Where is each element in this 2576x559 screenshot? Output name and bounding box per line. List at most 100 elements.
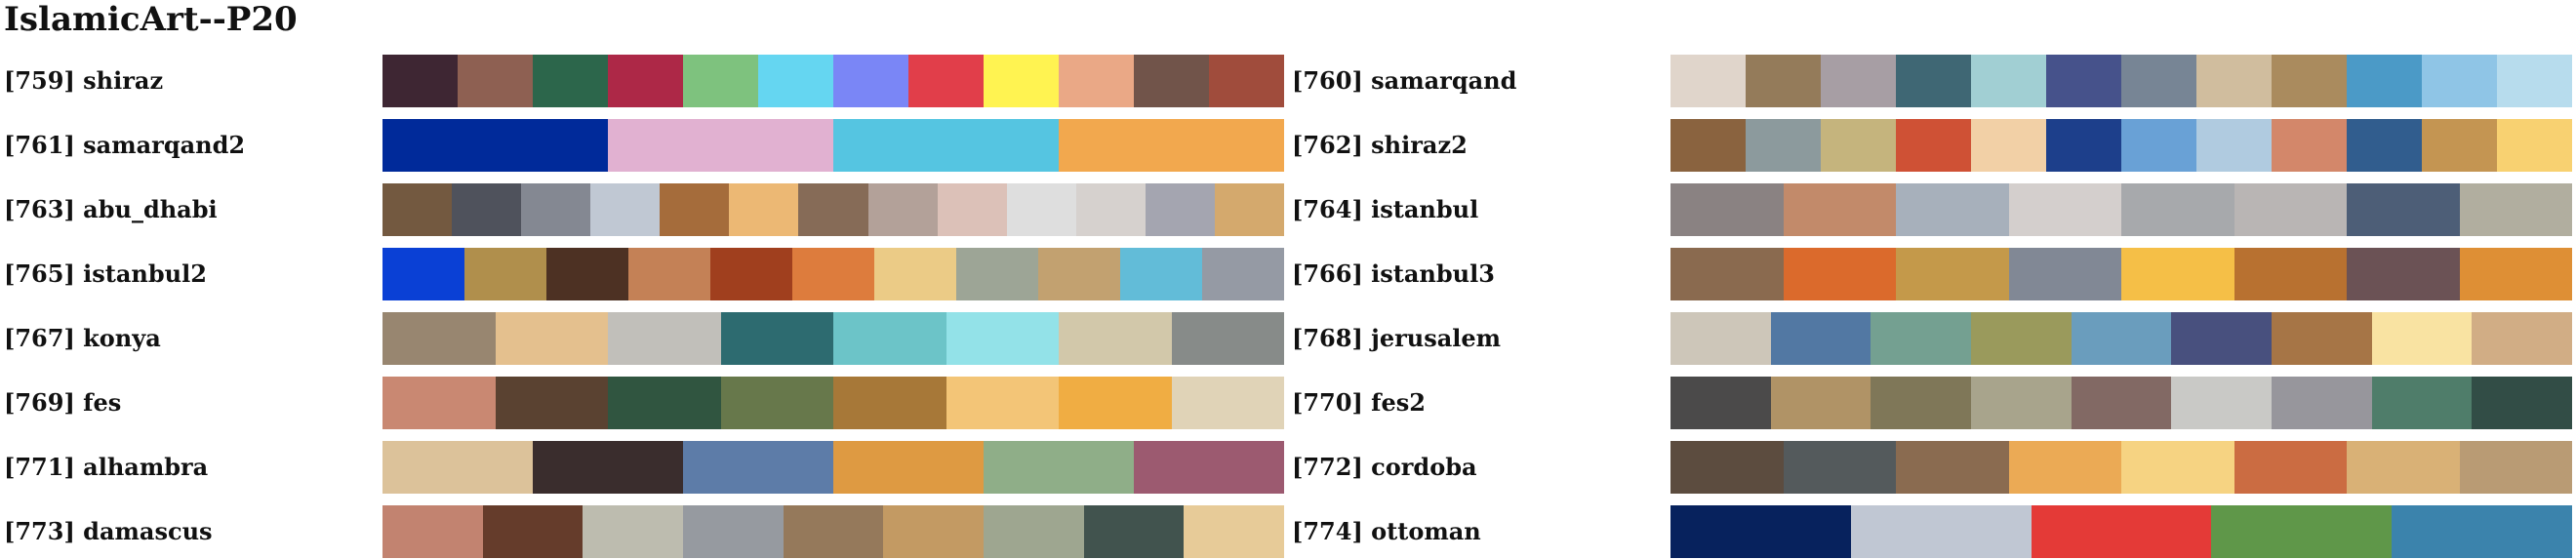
palette-label: [760] samarqand (1292, 66, 1517, 95)
color-swatch (2272, 55, 2347, 107)
color-swatch (2272, 377, 2372, 429)
color-swatch (710, 248, 792, 300)
color-swatch-bar (1670, 377, 2573, 429)
color-swatch (1075, 183, 1146, 236)
palette-row: [763] abu_dhabi (4, 183, 1285, 236)
color-swatch (2046, 55, 2121, 107)
palette-row: [774] ottoman (1292, 505, 2572, 558)
color-swatch (1871, 312, 1972, 365)
color-swatch (2497, 55, 2572, 107)
palette-label: [767] konya (4, 324, 161, 352)
color-swatch (1871, 377, 1972, 429)
color-swatch-bar (1670, 248, 2572, 300)
color-swatch (1670, 55, 1746, 107)
palette-row: [762] shiraz2 (1292, 119, 2572, 172)
palette-label: [765] istanbul2 (4, 260, 207, 288)
color-swatch (2497, 119, 2572, 172)
color-swatch (382, 55, 458, 107)
color-swatch-bar (382, 183, 1285, 236)
color-swatch (495, 377, 608, 429)
palette-label: [769] fes (4, 388, 122, 417)
color-swatch (1083, 505, 1185, 558)
palette-row: [759] shiraz (4, 55, 1284, 107)
color-swatch (2272, 119, 2347, 172)
palette-label: [763] abu_dhabi (4, 195, 218, 223)
color-swatch (2347, 119, 2422, 172)
color-swatch-bar (382, 55, 1284, 107)
color-swatch (458, 55, 533, 107)
color-swatch-bar (1670, 119, 2572, 172)
color-swatch (2196, 119, 2272, 172)
palette-label: [761] samarqand2 (4, 131, 246, 159)
color-swatch (2008, 248, 2121, 300)
color-swatch (783, 505, 884, 558)
color-swatch (1145, 183, 1215, 236)
color-swatch (1850, 505, 2032, 558)
color-swatch (2422, 119, 2497, 172)
palette-label: [772] cordoba (1292, 453, 1477, 481)
color-swatch (382, 441, 533, 494)
palette-label: [773] damascus (4, 517, 213, 545)
color-swatch (984, 55, 1059, 107)
color-swatch-bar (1670, 441, 2572, 494)
color-swatch (2196, 55, 2272, 107)
color-swatch (1783, 248, 1896, 300)
color-swatch (2031, 505, 2212, 558)
color-swatch (683, 441, 833, 494)
color-swatch (946, 377, 1059, 429)
color-swatch (2234, 441, 2347, 494)
color-swatch (2459, 183, 2572, 236)
color-swatch (1670, 312, 1771, 365)
color-swatch-bar (382, 505, 1285, 558)
color-swatch (1214, 183, 1285, 236)
color-swatch (382, 119, 608, 172)
color-swatch (1670, 183, 1784, 236)
color-swatch (720, 377, 833, 429)
color-swatch (1670, 119, 1746, 172)
color-swatch (608, 119, 833, 172)
color-swatch (382, 183, 453, 236)
color-swatch (1059, 377, 1172, 429)
color-swatch-bar (1670, 312, 2573, 365)
palette-row: [760] samarqand (1292, 55, 2572, 107)
color-swatch (833, 441, 984, 494)
color-swatch (1038, 248, 1120, 300)
color-swatch (758, 55, 833, 107)
color-swatch (1134, 55, 1209, 107)
color-swatch (2234, 183, 2347, 236)
color-swatch (2347, 55, 2422, 107)
palette-label: [770] fes2 (1292, 388, 1426, 417)
color-swatch (1670, 505, 1851, 558)
color-swatch (2211, 505, 2393, 558)
palette-label: [759] shiraz (4, 66, 164, 95)
color-swatch (2392, 505, 2572, 558)
color-swatch (1783, 441, 1896, 494)
palette-label: [762] shiraz2 (1292, 131, 1468, 159)
color-swatch (2371, 312, 2473, 365)
palette-row: [766] istanbul3 (1292, 248, 2572, 300)
color-swatch (382, 377, 496, 429)
palette-row: [761] samarqand2 (4, 119, 1284, 172)
color-swatch (2121, 183, 2234, 236)
color-swatch (2347, 248, 2460, 300)
palette-row: [771] alhambra (4, 441, 1284, 494)
color-swatch (683, 505, 784, 558)
color-swatch (1059, 312, 1172, 365)
color-swatch (1770, 377, 1872, 429)
color-swatch (482, 505, 584, 558)
color-swatch (874, 248, 956, 300)
color-swatch (1746, 55, 1821, 107)
color-swatch (883, 505, 985, 558)
color-swatch (984, 441, 1134, 494)
palette-label: [774] ottoman (1292, 517, 1481, 545)
color-swatch (1896, 441, 2009, 494)
color-swatch-bar (382, 441, 1284, 494)
color-swatch (2121, 441, 2234, 494)
color-swatch (908, 55, 984, 107)
color-swatch (946, 312, 1059, 365)
color-swatch (2046, 119, 2121, 172)
color-swatch (464, 248, 546, 300)
color-swatch-bar (1670, 183, 2572, 236)
color-swatch (495, 312, 608, 365)
color-swatch (1670, 248, 1784, 300)
